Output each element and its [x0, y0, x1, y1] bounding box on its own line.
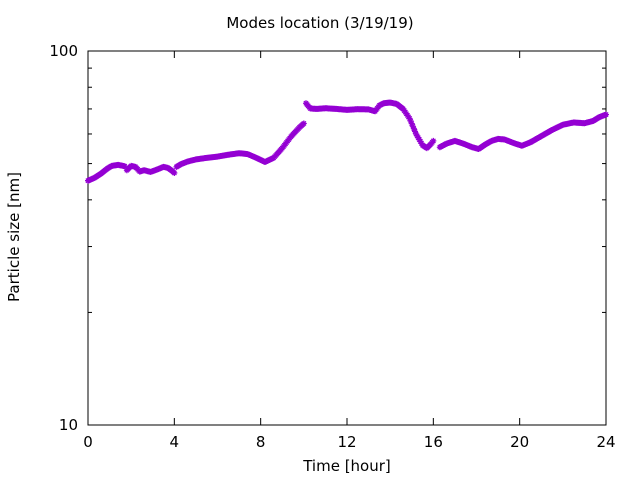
data-point — [121, 163, 128, 170]
x-tick-label: 16 — [424, 433, 443, 451]
data-point — [409, 123, 416, 130]
data-point — [171, 169, 178, 176]
data-point — [430, 137, 437, 144]
x-tick-label: 4 — [170, 433, 180, 451]
data-point — [410, 125, 417, 132]
x-tick-label: 8 — [256, 433, 266, 451]
x-axis-label: Time [hour] — [303, 457, 391, 475]
data-point — [300, 120, 307, 127]
y-tick-label: 10 — [59, 416, 78, 434]
y-ticks: 10 100 — [49, 42, 606, 434]
data-point — [407, 118, 414, 125]
x-tick-label: 12 — [337, 433, 356, 451]
y-tick-label: 100 — [49, 42, 78, 60]
data-series — [85, 99, 609, 184]
x-tick-label: 20 — [510, 433, 529, 451]
data-point — [603, 111, 609, 118]
chart-title: Modes location (3/19/19) — [226, 14, 414, 32]
x-tick-label: 24 — [596, 433, 615, 451]
data-point — [408, 120, 415, 127]
x-tick-label: 0 — [83, 433, 93, 451]
x-ticks: 0 4 8 12 16 20 24 — [83, 51, 616, 451]
data-point — [411, 128, 418, 135]
y-axis-label: Particle size [nm] — [5, 172, 23, 302]
data-point — [406, 115, 413, 122]
